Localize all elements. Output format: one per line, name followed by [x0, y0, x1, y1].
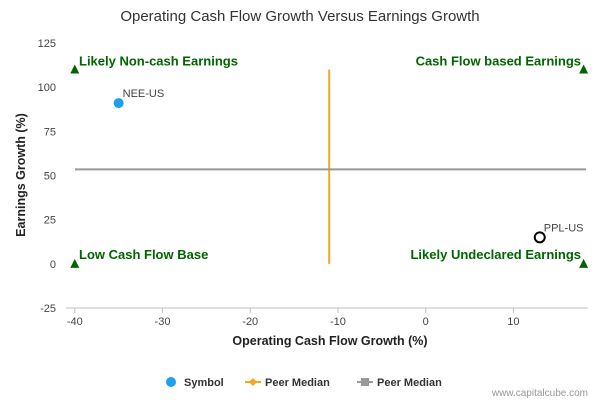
legend-item: Peer Median [245, 377, 330, 389]
x-tick-label: -10 [330, 316, 346, 328]
y-tick-label: 50 [44, 171, 56, 183]
quadrant-marker [70, 64, 80, 74]
data-points: NEE-US PPL-US [113, 88, 584, 244]
quadrant-label-bottom-left: Low Cash Flow Base [79, 247, 208, 262]
legend-label: Peer Median [377, 377, 442, 389]
x-tick-label: -30 [155, 316, 171, 328]
y-tick-label: 0 [50, 259, 56, 271]
y-tick-label: 125 [38, 38, 56, 50]
legend-label: Symbol [184, 377, 224, 389]
legend-square-icon [361, 378, 369, 386]
legend-item: Peer Median [357, 377, 442, 389]
quadrant-marker [70, 258, 80, 268]
x-tick-label: -20 [242, 316, 258, 328]
quadrant-label-top-left: Likely Non-cash Earnings [79, 54, 238, 69]
x-tick-label: -40 [67, 316, 83, 328]
y-axis-label: Earnings Growth (%) [14, 113, 28, 237]
legend-item: Symbol [166, 377, 224, 389]
y-tick-label: 100 [38, 82, 56, 94]
legend-symbol-icon [166, 377, 176, 387]
y-tick-label: -25 [40, 303, 56, 315]
chart-title: Operating Cash Flow Growth Versus Earnin… [120, 8, 479, 25]
quadrant-label-top-right: Cash Flow based Earnings [416, 54, 581, 69]
legend-label: Peer Median [265, 377, 330, 389]
quadrant-label-bottom-right: Likely Undeclared Earnings [410, 247, 581, 262]
credit-text: www.capitalcube.com [491, 388, 588, 399]
data-point-label: NEE-US [123, 88, 165, 100]
quadrant-labels: Likely Non-cash Earnings Cash Flow based … [79, 54, 581, 262]
quadrant-marker [579, 64, 589, 74]
data-point-ppl-us [533, 231, 546, 244]
legend: Symbol Peer Median Peer Median [166, 377, 442, 389]
peer-median-lines [75, 69, 586, 264]
axis-ticks: -40 -30 -20 -10 0 10 -25 0 25 50 75 100 125 [38, 38, 520, 328]
legend-diamond-icon [249, 378, 257, 386]
x-tick-label: 0 [423, 316, 429, 328]
y-tick-label: 75 [44, 126, 56, 138]
quadrant-marker [579, 258, 589, 268]
data-point-label: PPL-US [544, 222, 584, 234]
x-tick-label: 10 [507, 316, 519, 328]
y-tick-label: 25 [44, 215, 56, 227]
quadrant-markers [70, 64, 589, 268]
data-point-nee-us [113, 98, 124, 109]
x-axis-label: Operating Cash Flow Growth (%) [232, 334, 427, 348]
